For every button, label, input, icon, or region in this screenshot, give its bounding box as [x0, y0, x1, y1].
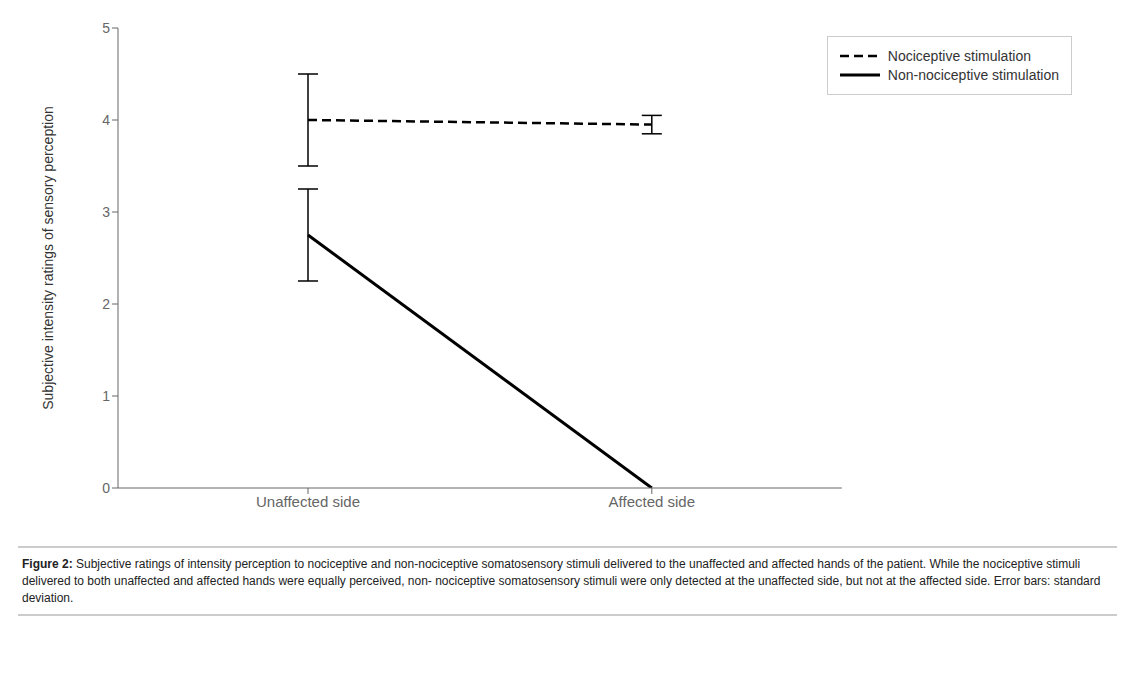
html-text:Nociceptive stimulation: Nociceptive stimulation: [887, 48, 1031, 64]
svg-text:2: 2: [102, 296, 110, 312]
svg-text:Affected side: Affected side: [609, 493, 695, 510]
svg-text:Subjective intensity ratings o: Subjective intensity ratings of sensory …: [40, 106, 56, 410]
html-text:Figure 2: Subjective ratings o: Figure 2: Subjective ratings of intensit…: [22, 557, 1104, 605]
svg-text:0: 0: [102, 480, 110, 496]
svg-text:1: 1: [102, 388, 110, 404]
svg-text:Unaffected side: Unaffected side: [256, 493, 360, 510]
html-text:Non-nociceptive stimulation: Non-nociceptive stimulation: [887, 67, 1059, 83]
svg-text:5: 5: [102, 20, 110, 36]
svg-text:3: 3: [102, 204, 110, 220]
svg-text:4: 4: [102, 112, 110, 128]
